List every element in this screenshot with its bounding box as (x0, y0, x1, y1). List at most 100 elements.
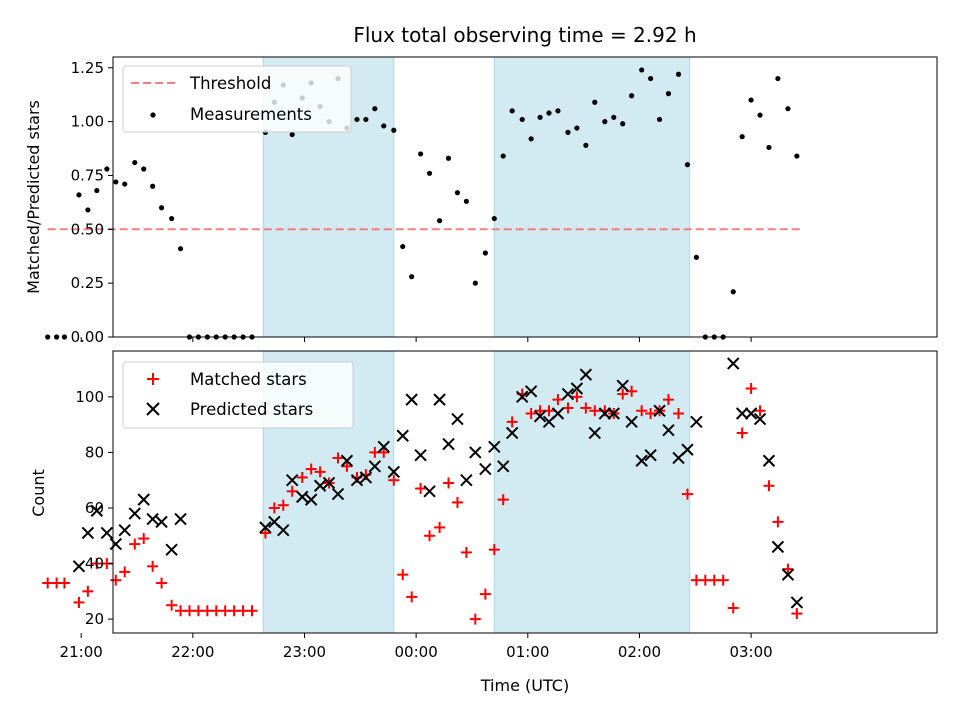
measurement-point (472, 280, 478, 286)
x-tick-label: 23:00 (283, 643, 326, 661)
predicted-point (174, 512, 187, 526)
x-tick-label: 01:00 (506, 643, 549, 661)
measurement-point (602, 119, 608, 125)
predicted-point (781, 568, 795, 581)
measurement-point (289, 131, 295, 138)
measurement-point (381, 123, 387, 129)
matched-point (341, 460, 353, 472)
measurement-point (158, 205, 165, 211)
legend-matched-swatch (147, 373, 159, 385)
matched-point (645, 408, 657, 420)
bottom-axes-frame (112, 350, 938, 634)
matched-point (745, 383, 757, 395)
matched-point (147, 560, 159, 572)
legend-frame (122, 65, 352, 133)
measurement-point (555, 108, 561, 114)
measurement-point (519, 116, 525, 123)
y-tick-label: 1.00 (71, 113, 104, 131)
predicted-point (368, 460, 382, 473)
measurement-point (177, 246, 184, 252)
predicted-point (488, 440, 501, 454)
predicted-point (331, 487, 345, 501)
matched-point (772, 516, 784, 528)
measurement-point (766, 144, 772, 151)
measurement-point (509, 108, 515, 114)
measurement-point (528, 136, 534, 142)
predicted-point (753, 412, 767, 426)
measurement-point (132, 159, 138, 166)
matched-point (589, 405, 601, 417)
measurement-point (463, 198, 469, 204)
measurement-point (85, 207, 91, 213)
matched-point (397, 569, 409, 581)
matched-point (314, 466, 326, 478)
measurement-point (418, 151, 424, 157)
measurement-point (665, 91, 672, 97)
observing-window-band (493, 56, 691, 338)
measurement-point (400, 243, 406, 250)
predicted-point (653, 404, 666, 417)
matched-point (138, 533, 150, 545)
predicted-points (72, 357, 804, 609)
measurement-point (409, 274, 415, 280)
measurement-point (354, 116, 360, 123)
predicted-point (533, 410, 547, 423)
predicted-point (579, 368, 593, 381)
measurement-point (757, 112, 763, 118)
predicted-point (479, 462, 492, 476)
measurement-point (592, 99, 598, 105)
predicted-point (762, 454, 776, 467)
predicted-point (90, 504, 104, 517)
matched-point (736, 427, 748, 439)
y-tick-label: 0.25 (71, 274, 104, 292)
matched-point (166, 599, 178, 611)
measurement-point (45, 334, 51, 340)
matched-point (415, 483, 427, 495)
matched-point (286, 485, 298, 497)
matched-point (617, 388, 629, 400)
predicted-point (128, 507, 141, 520)
predicted-point (81, 526, 95, 540)
matched-point (156, 577, 168, 589)
matched-point (488, 544, 500, 556)
measurement-point (537, 114, 543, 120)
matched-point (388, 474, 400, 486)
measurement-point (620, 121, 626, 127)
measurement-point (436, 218, 443, 224)
predicted-point (285, 473, 299, 487)
measurement-point (794, 153, 800, 159)
measurement-point (482, 250, 488, 256)
x-tick-label: 00:00 (395, 643, 438, 661)
predicted-point (405, 393, 418, 406)
measurement-point (454, 190, 461, 196)
predicted-point (277, 523, 290, 537)
matched-point (636, 405, 648, 417)
predicted-point (259, 521, 272, 534)
y-tick-label: 0.50 (71, 220, 104, 238)
predicted-point (442, 437, 455, 451)
predicted-point (607, 407, 620, 420)
predicted-point (118, 523, 131, 537)
measurement-points (45, 67, 800, 340)
predicted-point (616, 379, 629, 392)
matched-point (727, 602, 739, 614)
predicted-point (137, 493, 150, 506)
measurement-point (94, 187, 100, 194)
predicted-point (771, 540, 785, 554)
top-legend: Threshold Measurements (122, 65, 352, 133)
matched-point (763, 480, 775, 492)
measurement-point (445, 155, 452, 161)
measurement-point (54, 334, 60, 340)
predicted-point (396, 429, 409, 442)
y-tick-label: 100 (75, 388, 104, 406)
predicted-point (313, 479, 327, 492)
top-axes-frame (112, 56, 938, 338)
matched-point (129, 538, 141, 550)
predicted-point (690, 415, 703, 429)
predicted-point (497, 460, 510, 473)
measurement-point (565, 129, 571, 135)
matched-point (296, 471, 308, 483)
legend-frame (122, 361, 354, 429)
predicted-point (625, 415, 638, 429)
measurement-point (629, 93, 635, 99)
